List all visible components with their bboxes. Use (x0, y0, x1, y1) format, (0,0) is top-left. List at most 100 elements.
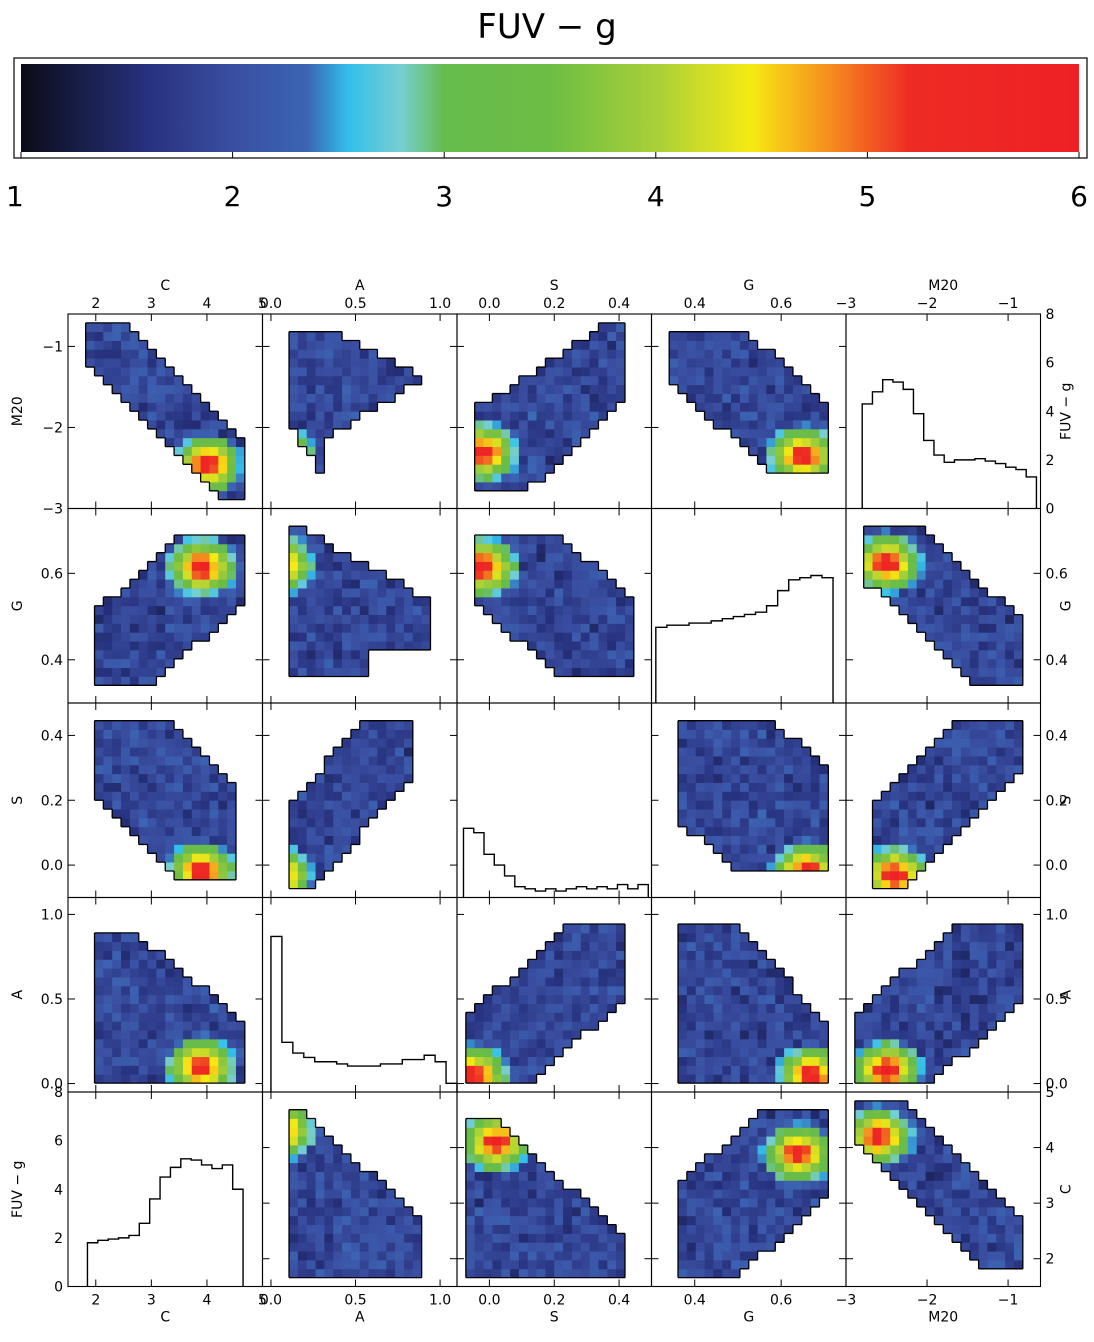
heatmap-cell (147, 764, 157, 775)
heatmap-cell (748, 1118, 758, 1128)
heatmap-cell (722, 756, 732, 766)
density-contour (465, 1117, 626, 1279)
heatmap-cell (1013, 1242, 1024, 1252)
heatmap-cell (784, 862, 794, 872)
heatmap-cell (536, 1003, 546, 1013)
heatmap-cell (916, 1038, 926, 1049)
heatmap-cell (784, 1109, 794, 1119)
heatmap-cell (571, 985, 582, 996)
heatmap-cell (474, 1259, 484, 1270)
heatmap-cell (784, 1047, 794, 1058)
heatmap-cell (554, 455, 564, 465)
heatmap-cell (695, 1030, 705, 1040)
heatmap-cell (810, 437, 820, 448)
heatmap-cell (386, 1251, 396, 1261)
heatmap-cell (209, 570, 219, 580)
heatmap-cell (324, 826, 334, 837)
heatmap-cell (191, 773, 202, 783)
panel-frame (845, 1091, 1042, 1288)
heatmap-cell (129, 1021, 140, 1031)
heatmap-cell (722, 950, 732, 960)
heatmap-cell (527, 543, 537, 554)
heatmap-cell (563, 402, 573, 412)
heatmap-cell (501, 1012, 511, 1022)
heatmap-cell (465, 1153, 476, 1164)
heatmap-cell (775, 1215, 785, 1226)
heatmap-cell (359, 1251, 369, 1261)
heatmap-cell (227, 853, 237, 863)
heatmap-cell (757, 1127, 767, 1137)
heatmap-cell (1013, 950, 1024, 960)
heatmap-cell (156, 588, 166, 598)
heatmap-cell (395, 1259, 405, 1270)
heatmap-cell (174, 782, 184, 792)
heatmap-cell (784, 411, 794, 421)
heatmap-cell (324, 632, 334, 642)
heatmap-cell (943, 968, 953, 978)
heatmap-cell (156, 817, 166, 828)
heatmap-cell (571, 950, 582, 960)
heatmap-cell (103, 782, 113, 792)
left-tick-label: 0.5 (41, 992, 63, 1008)
heatmap-cell (996, 1259, 1006, 1270)
heatmap-cell (731, 384, 741, 394)
heatmap-cell (996, 649, 1006, 660)
heatmap-cell (571, 641, 582, 651)
heatmap-cell (907, 773, 918, 783)
heatmap-cell (218, 1012, 228, 1022)
heatmap-cell (987, 667, 997, 677)
heatmap-cell (792, 1021, 803, 1031)
heatmap-cell (960, 959, 971, 969)
heatmap-cell (94, 676, 104, 686)
heatmap-cell (289, 614, 299, 624)
heatmap-cell (112, 932, 122, 943)
heatmap-cell (686, 773, 697, 783)
bottom-axis-label: C (160, 1310, 170, 1326)
heatmap-cell (925, 623, 935, 633)
heatmap-cell (819, 1065, 829, 1075)
heatmap-cell (182, 1021, 193, 1031)
heatmap-cell (775, 1065, 785, 1075)
heatmap-cell (289, 402, 299, 412)
heatmap-cell (1005, 924, 1015, 934)
heatmap-cell (934, 1003, 944, 1013)
heatmap-cell (297, 579, 308, 589)
heatmap-cell (810, 1047, 820, 1058)
heatmap-cell (403, 623, 414, 633)
heatmap-cell (324, 641, 334, 651)
heatmap-cell (536, 384, 546, 394)
heatmap-cell (925, 552, 935, 562)
heatmap-cell (218, 853, 228, 863)
heatmap-cell (368, 384, 378, 394)
heatmap-cell (315, 402, 325, 412)
heatmap-cell (147, 809, 157, 819)
heatmap-cell (739, 1003, 750, 1013)
heatmap-cell (978, 588, 988, 598)
heatmap-cell (333, 596, 343, 607)
heatmap-cell (580, 968, 591, 978)
heatmap-cell (368, 756, 378, 766)
heatmap-cell (227, 464, 237, 474)
heatmap-cell (731, 773, 741, 783)
heatmap-cell (686, 941, 697, 951)
heatmap-cell (854, 1030, 865, 1040)
heatmap-cell (554, 614, 564, 624)
heatmap-cell (960, 729, 971, 739)
heatmap-cell (324, 1136, 334, 1146)
heatmap-cell (784, 817, 794, 828)
heatmap-cell (492, 437, 502, 448)
heatmap-cell (563, 437, 573, 448)
heatmap-cell (943, 614, 953, 624)
heatmap-cell (165, 588, 175, 598)
heatmap-cell (748, 349, 758, 359)
heatmap-cell (978, 800, 988, 810)
heatmap-cell (315, 809, 325, 819)
heatmap-cell (297, 1118, 308, 1128)
heatmap-cell (713, 809, 723, 819)
right-axis-label: A (1059, 990, 1075, 1000)
heatmap-cell (748, 1206, 758, 1217)
heatmap-cell (563, 375, 573, 386)
heatmap-cell (739, 1056, 750, 1066)
heatmap-cell (306, 1224, 316, 1234)
heatmap-cell (969, 1189, 980, 1199)
